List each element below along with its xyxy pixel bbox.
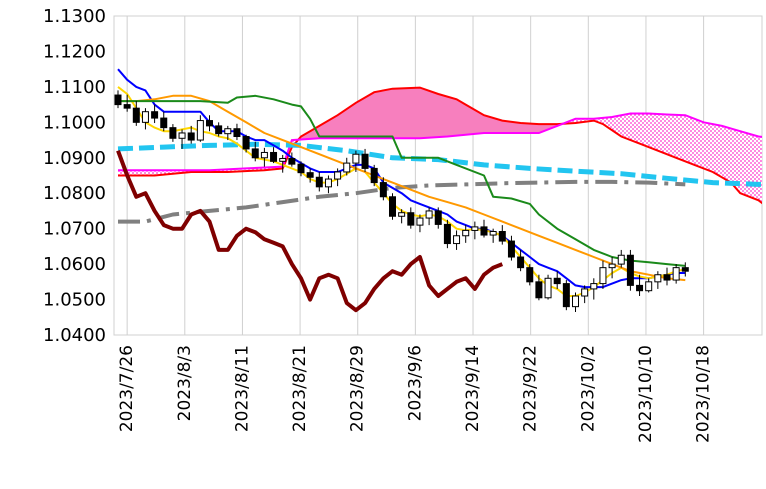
candle-body xyxy=(315,176,323,188)
candle-body xyxy=(114,94,122,106)
x-tick-label: 2023/9/22 xyxy=(521,345,541,432)
candle-body xyxy=(251,148,259,159)
series-line-3 xyxy=(118,94,686,267)
candle-body xyxy=(672,267,680,281)
candle-body xyxy=(507,240,515,258)
candle-body xyxy=(434,210,442,225)
candle-body xyxy=(151,111,159,119)
candle-body xyxy=(471,226,479,231)
x-axis: 2023/7/26 2023/8/3 2023/8/11 2023/8/21 2023/… xyxy=(117,345,713,443)
y-axis: 1.0400 1.0500 1.0600 1.0700 1.0800 1.0900 1.10… xyxy=(43,6,106,346)
cloud-bearish xyxy=(118,139,297,176)
x-tick-label: 2023/8/21 xyxy=(290,345,310,432)
candle-body xyxy=(187,132,195,141)
candle-body xyxy=(681,267,689,272)
candle-body xyxy=(489,231,497,236)
x-tick-label: 2023/8/29 xyxy=(348,345,368,432)
candle-body xyxy=(654,274,662,283)
candle-body xyxy=(398,212,406,217)
candle-body xyxy=(224,128,232,135)
x-tick-label: 2023/10/10 xyxy=(636,345,656,443)
candle-body xyxy=(544,277,552,299)
candle-body xyxy=(645,281,653,292)
candle-body xyxy=(425,210,433,219)
candle-body xyxy=(599,267,607,285)
y-tick-label: 1.1100 xyxy=(43,77,106,98)
candle-body xyxy=(663,274,671,281)
candle-body xyxy=(480,226,488,236)
candle-body xyxy=(215,125,223,135)
candle-body xyxy=(407,212,415,226)
candle-body xyxy=(242,136,250,150)
y-tick-label: 1.0700 xyxy=(43,219,106,240)
candle-body xyxy=(389,196,396,217)
span-a-line xyxy=(118,86,762,205)
candle-body xyxy=(196,120,204,141)
ichimoku-cloud xyxy=(118,86,762,205)
series-line-2 xyxy=(118,94,686,282)
candle-body xyxy=(553,277,561,285)
y-tick-label: 1.1000 xyxy=(43,112,106,133)
candle-body xyxy=(233,128,241,138)
candle-body xyxy=(279,157,287,162)
candle-body xyxy=(123,104,131,109)
candle-body xyxy=(617,254,625,265)
candle-body xyxy=(572,295,579,308)
candle-body xyxy=(535,281,543,299)
x-tick-label: 2023/8/11 xyxy=(232,345,252,432)
candle-body xyxy=(260,151,268,159)
candle-body xyxy=(141,111,149,123)
y-tick-label: 1.0400 xyxy=(43,325,106,346)
cloud-bearish xyxy=(564,113,762,204)
candle-body xyxy=(453,235,461,245)
x-tick-label: 2023/8/3 xyxy=(175,345,195,421)
candle-body xyxy=(343,162,351,173)
candle-body xyxy=(288,157,296,165)
candle-body xyxy=(334,171,342,180)
candle-body xyxy=(498,231,506,242)
plot-area xyxy=(113,15,763,336)
y-tick-label: 1.0800 xyxy=(43,183,106,204)
candle-body xyxy=(132,107,140,123)
x-tick-label: 2023/9/14 xyxy=(463,345,483,432)
candle-body xyxy=(416,217,424,226)
series-line-4 xyxy=(116,150,504,313)
candle-body xyxy=(324,178,332,188)
candle-body xyxy=(562,283,570,308)
y-tick-label: 1.0500 xyxy=(43,290,106,311)
x-tick-label: 2023/7/26 xyxy=(117,345,137,432)
candle-body xyxy=(206,120,213,127)
candle-body xyxy=(361,153,369,169)
y-tick-label: 1.0600 xyxy=(43,254,106,275)
span-b-line xyxy=(118,112,762,172)
candle-body xyxy=(160,117,168,129)
candle-body xyxy=(626,254,634,286)
candlesticks xyxy=(114,90,689,312)
candle-body xyxy=(636,284,644,292)
series-line-6 xyxy=(117,141,762,187)
candle-body xyxy=(169,127,177,139)
candle-body xyxy=(443,223,451,245)
candle-body xyxy=(526,267,534,283)
candle-body xyxy=(297,163,305,174)
candle-body xyxy=(517,256,525,269)
candle-body xyxy=(370,167,378,184)
candle-body xyxy=(581,288,589,297)
x-tick-label: 2023/10/2 xyxy=(578,345,598,432)
candle-body xyxy=(178,132,186,139)
x-tick-label: 2023/9/6 xyxy=(405,345,425,421)
candle-body xyxy=(608,263,616,269)
candle-body xyxy=(270,151,278,162)
candle-body xyxy=(306,172,314,178)
x-tick-label: 2023/10/18 xyxy=(694,345,714,443)
candle-body xyxy=(352,153,360,164)
cloud-bullish xyxy=(298,87,562,140)
candle-body xyxy=(462,229,470,237)
y-tick-label: 1.1300 xyxy=(43,6,106,27)
y-tick-label: 1.1200 xyxy=(43,41,106,62)
candle-body xyxy=(379,182,387,198)
candle-body xyxy=(590,283,598,290)
y-tick-label: 1.0900 xyxy=(43,148,106,169)
